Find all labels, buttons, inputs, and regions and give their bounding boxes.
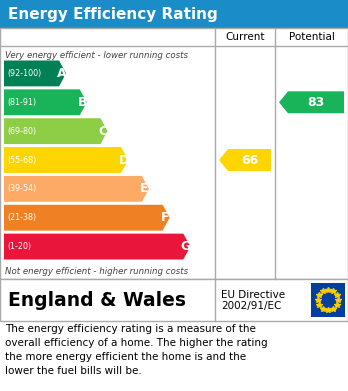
Text: (39-54): (39-54) [7, 185, 36, 194]
Text: F: F [161, 211, 169, 224]
Text: A: A [57, 67, 66, 80]
Text: (69-80): (69-80) [7, 127, 36, 136]
Polygon shape [4, 90, 87, 115]
Polygon shape [4, 61, 66, 86]
Polygon shape [4, 234, 190, 260]
Polygon shape [4, 118, 108, 144]
Polygon shape [4, 176, 149, 202]
Bar [311, 283, 345, 317]
Text: EU Directive: EU Directive [221, 290, 285, 300]
Text: (81-91): (81-91) [7, 98, 36, 107]
Text: Current: Current [225, 32, 265, 42]
Bar [0, 0, 348, 28]
Text: B: B [78, 96, 87, 109]
Polygon shape [279, 91, 344, 113]
Text: 83: 83 [307, 96, 325, 109]
Text: 66: 66 [241, 154, 258, 167]
Text: The energy efficiency rating is a measure of the
overall efficiency of a home. T: The energy efficiency rating is a measur… [5, 324, 268, 376]
Text: E: E [140, 182, 149, 196]
Text: England & Wales: England & Wales [8, 291, 186, 310]
Bar [0, 28, 348, 279]
Text: (1-20): (1-20) [7, 242, 31, 251]
Polygon shape [4, 205, 169, 231]
Text: Not energy efficient - higher running costs: Not energy efficient - higher running co… [5, 267, 188, 276]
Polygon shape [219, 149, 271, 171]
Text: Very energy efficient - lower running costs: Very energy efficient - lower running co… [5, 50, 188, 59]
Text: D: D [119, 154, 129, 167]
Bar [0, 279, 348, 321]
Polygon shape [4, 147, 128, 173]
Text: 2002/91/EC: 2002/91/EC [221, 301, 282, 311]
Text: (92-100): (92-100) [7, 69, 41, 78]
Text: Potential: Potential [288, 32, 334, 42]
Text: (21-38): (21-38) [7, 213, 36, 222]
Text: C: C [98, 125, 108, 138]
Text: (55-68): (55-68) [7, 156, 36, 165]
Text: Energy Efficiency Rating: Energy Efficiency Rating [8, 7, 218, 22]
Text: G: G [181, 240, 191, 253]
